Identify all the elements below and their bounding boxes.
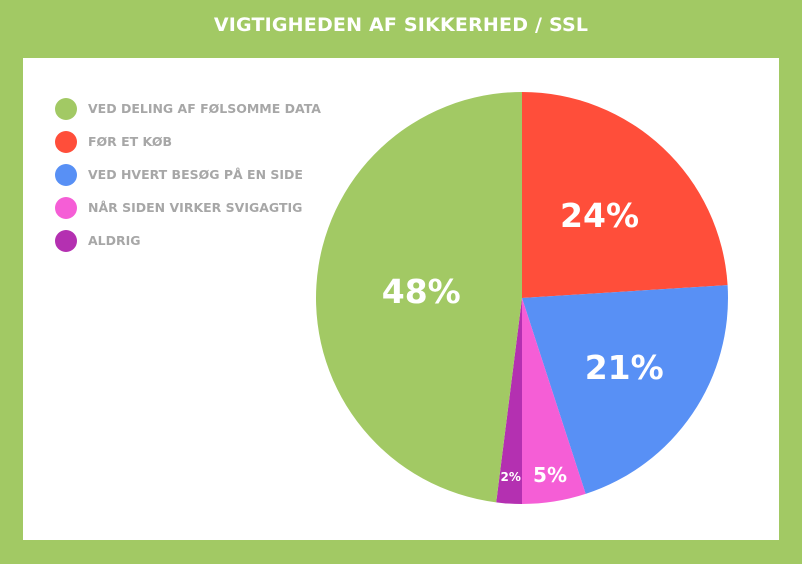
pie-slice-never — [496, 298, 522, 504]
slice-label-sensitive-data: 48% — [382, 272, 461, 311]
pie-slice-before-purchase — [522, 92, 728, 298]
legend-item-never: ALDRIG — [55, 224, 321, 257]
legend-label-never: ALDRIG — [88, 233, 141, 248]
slice-label-never: 2% — [501, 470, 521, 484]
pie-slice-every-visit — [522, 285, 728, 494]
chart-panel: VED DELING AF FØLSOMME DATA FØR ET KØB V… — [23, 58, 779, 540]
legend-item-sensitive-data: VED DELING AF FØLSOMME DATA — [55, 92, 321, 125]
slice-label-seems-fraudulent: 5% — [533, 463, 567, 487]
legend-item-every-visit: VED HVERT BESØG PÅ EN SIDE — [55, 158, 321, 191]
legend-label-before-purchase: FØR ET KØB — [88, 134, 173, 149]
legend-item-before-purchase: FØR ET KØB — [55, 125, 321, 158]
legend-swatch-before-purchase — [55, 130, 77, 153]
slice-label-every-visit: 21% — [585, 348, 664, 387]
pie-slice-sensitive-data — [315, 92, 522, 503]
legend-label-every-visit: VED HVERT BESØG PÅ EN SIDE — [88, 167, 303, 182]
legend-swatch-every-visit — [55, 163, 77, 186]
legend-swatch-never — [55, 229, 77, 252]
legend-label-sensitive-data: VED DELING AF FØLSOMME DATA — [88, 101, 321, 116]
legend: VED DELING AF FØLSOMME DATA FØR ET KØB V… — [55, 92, 321, 257]
legend-swatch-seems-fraudulent — [55, 196, 77, 219]
legend-label-seems-fraudulent: NÅR SIDEN VIRKER SVIGAGTIG — [88, 200, 303, 215]
pie-slice-seems-fraudulent — [522, 298, 586, 504]
pie-chart: 24% 21% 5% 2% 48% — [315, 92, 728, 504]
chart-title: VIGTIGHEDEN AF SIKKERHED / SSL — [213, 14, 589, 36]
slice-label-before-purchase: 24% — [560, 196, 639, 235]
legend-swatch-sensitive-data — [55, 97, 77, 120]
legend-item-seems-fraudulent: NÅR SIDEN VIRKER SVIGAGTIG — [55, 191, 321, 224]
